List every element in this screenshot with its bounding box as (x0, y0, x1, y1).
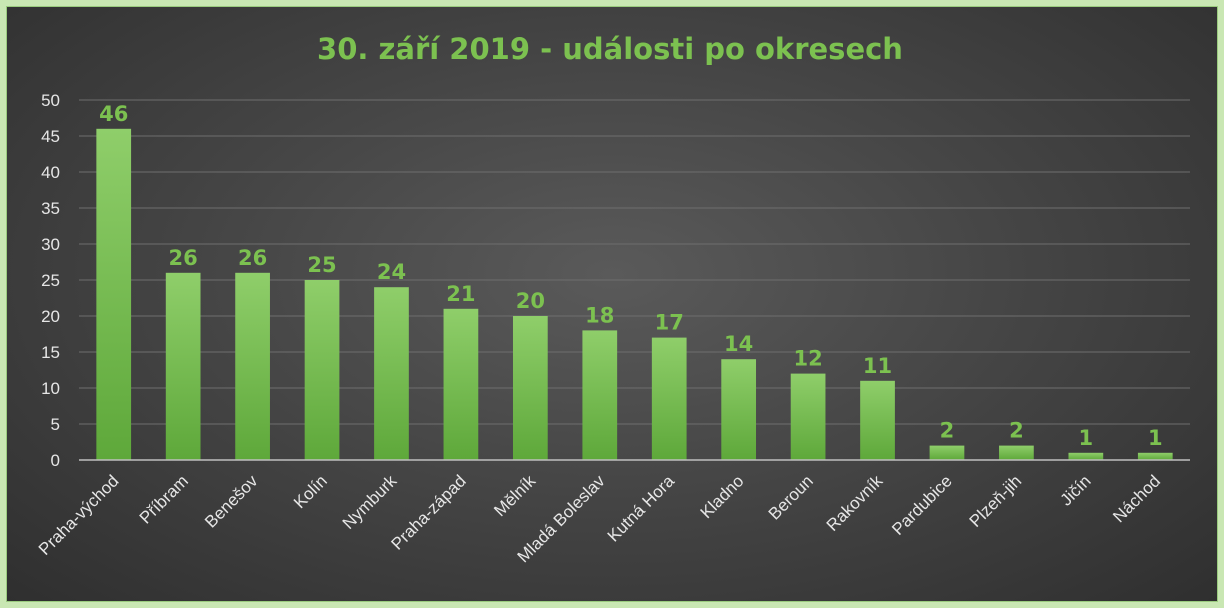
y-tick-label: 45 (41, 127, 60, 146)
y-tick-label: 0 (51, 451, 60, 470)
data-label: 2 (940, 419, 955, 443)
x-tick-label: Náchod (1109, 471, 1164, 526)
x-tick-label: Rakovník (823, 471, 887, 535)
y-tick-label: 10 (41, 379, 60, 398)
x-tick-label: Praha-východ (35, 471, 123, 559)
x-tick-label: Jičín (1057, 471, 1095, 509)
y-tick-label: 20 (41, 307, 60, 326)
data-label: 25 (307, 253, 336, 277)
x-tick-label: Kladno (697, 471, 748, 522)
bar (374, 287, 409, 460)
x-tick-label: Kutná Hora (604, 471, 679, 546)
bar (999, 445, 1034, 460)
bar (443, 308, 479, 460)
y-tick-label: 40 (41, 163, 60, 182)
y-tick-label: 5 (51, 415, 60, 434)
data-label: 18 (585, 303, 614, 327)
y-tick-label: 50 (41, 91, 60, 110)
data-label: 12 (793, 347, 822, 371)
bar (235, 272, 270, 460)
x-tick-label: Plzeň-jih (966, 471, 1026, 531)
data-label: 20 (516, 289, 545, 313)
x-tick-label: Praha-západ (387, 471, 469, 553)
y-tick-label: 30 (41, 235, 60, 254)
x-axis: Praha-východ Příbram Benešov Kolín NymburkPr… (35, 459, 1190, 566)
bar (790, 373, 826, 460)
bar (165, 272, 201, 460)
x-tick-label: Kolín (290, 471, 331, 512)
data-label: 26 (169, 246, 198, 270)
data-label: 14 (724, 332, 753, 356)
bar (651, 337, 687, 460)
bars (96, 128, 1173, 461)
bar (512, 316, 548, 460)
bar (582, 330, 618, 460)
x-tick-label: Beroun (765, 471, 817, 523)
chart-title: 30. září 2019 - události po okresech (317, 32, 903, 66)
data-label: 26 (238, 246, 267, 270)
x-tick-label: Nymburk (339, 471, 401, 533)
data-label: 1 (1148, 426, 1163, 450)
data-label: 46 (99, 102, 128, 126)
bar (929, 445, 965, 460)
y-tick-label: 25 (41, 271, 60, 290)
bar (304, 280, 340, 460)
x-tick-label: Benešov (201, 471, 262, 532)
y-tick-label: 35 (41, 199, 60, 218)
bar (721, 359, 757, 460)
data-label: 24 (377, 260, 406, 284)
data-label: 11 (863, 354, 892, 378)
x-tick-label: Pardubice (888, 471, 956, 539)
data-label: 21 (446, 282, 475, 306)
y-tick-label: 15 (41, 343, 60, 362)
bar (860, 380, 895, 460)
bar (1137, 452, 1173, 460)
bar (96, 128, 132, 461)
data-label: 1 (1079, 426, 1094, 450)
bar (1068, 452, 1104, 460)
data-label: 17 (655, 311, 684, 335)
x-tick-label: Příbram (136, 471, 192, 527)
x-tick-label: Mělník (490, 471, 539, 520)
y-axis: 0 5 10 15 20 25 30 35 40 45 50 (41, 91, 60, 470)
chart-frame (6, 6, 1218, 602)
data-label: 2 (1009, 419, 1024, 443)
